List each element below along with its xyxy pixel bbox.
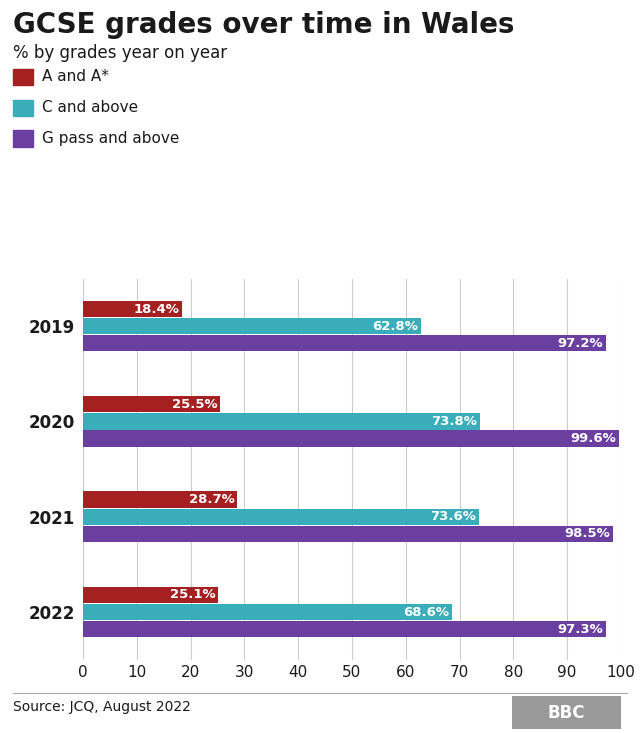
Text: Source: JCQ, August 2022: Source: JCQ, August 2022: [13, 700, 191, 714]
Bar: [83, 430, 619, 447]
Text: C and above: C and above: [42, 100, 138, 115]
Text: 98.5%: 98.5%: [564, 528, 610, 540]
Text: 25.1%: 25.1%: [170, 589, 216, 601]
Text: 62.8%: 62.8%: [372, 320, 418, 333]
Text: 97.2%: 97.2%: [557, 337, 603, 350]
Text: BBC: BBC: [548, 704, 585, 722]
Bar: [83, 396, 220, 413]
Text: GCSE grades over time in Wales: GCSE grades over time in Wales: [13, 11, 515, 39]
Bar: [83, 509, 479, 525]
Bar: [83, 604, 452, 620]
Text: G pass and above: G pass and above: [42, 131, 179, 146]
Bar: [83, 526, 612, 542]
Text: 18.4%: 18.4%: [134, 303, 179, 315]
Text: 28.7%: 28.7%: [189, 493, 235, 506]
Text: 68.6%: 68.6%: [403, 605, 449, 619]
Bar: [83, 621, 606, 638]
Bar: [83, 318, 421, 334]
Bar: [83, 586, 218, 603]
Text: A and A*: A and A*: [42, 70, 108, 84]
Bar: [83, 491, 237, 508]
Bar: [83, 413, 480, 430]
Text: 25.5%: 25.5%: [172, 398, 218, 410]
Text: 73.6%: 73.6%: [430, 510, 476, 523]
Text: 97.3%: 97.3%: [558, 623, 604, 636]
Bar: [83, 335, 605, 352]
Text: 99.6%: 99.6%: [570, 432, 616, 445]
Text: % by grades year on year: % by grades year on year: [13, 44, 227, 62]
Text: 73.8%: 73.8%: [431, 415, 477, 428]
Bar: [83, 301, 182, 317]
